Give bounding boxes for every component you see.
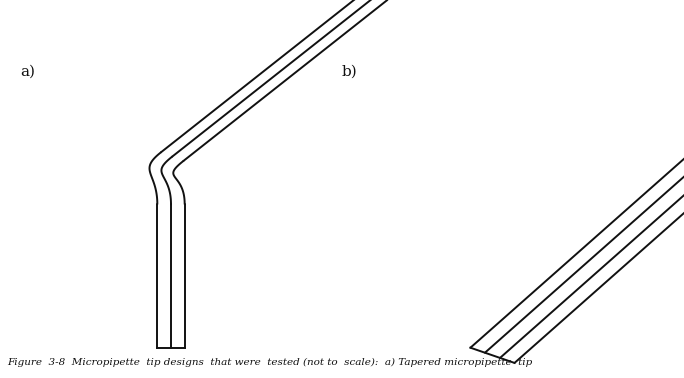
Text: Figure  3-8  Micropipette  tip designs  that were  tested (not to  scale):  a) T: Figure 3-8 Micropipette tip designs that…: [7, 358, 532, 367]
Text: b): b): [342, 64, 358, 78]
Text: a): a): [21, 64, 36, 78]
